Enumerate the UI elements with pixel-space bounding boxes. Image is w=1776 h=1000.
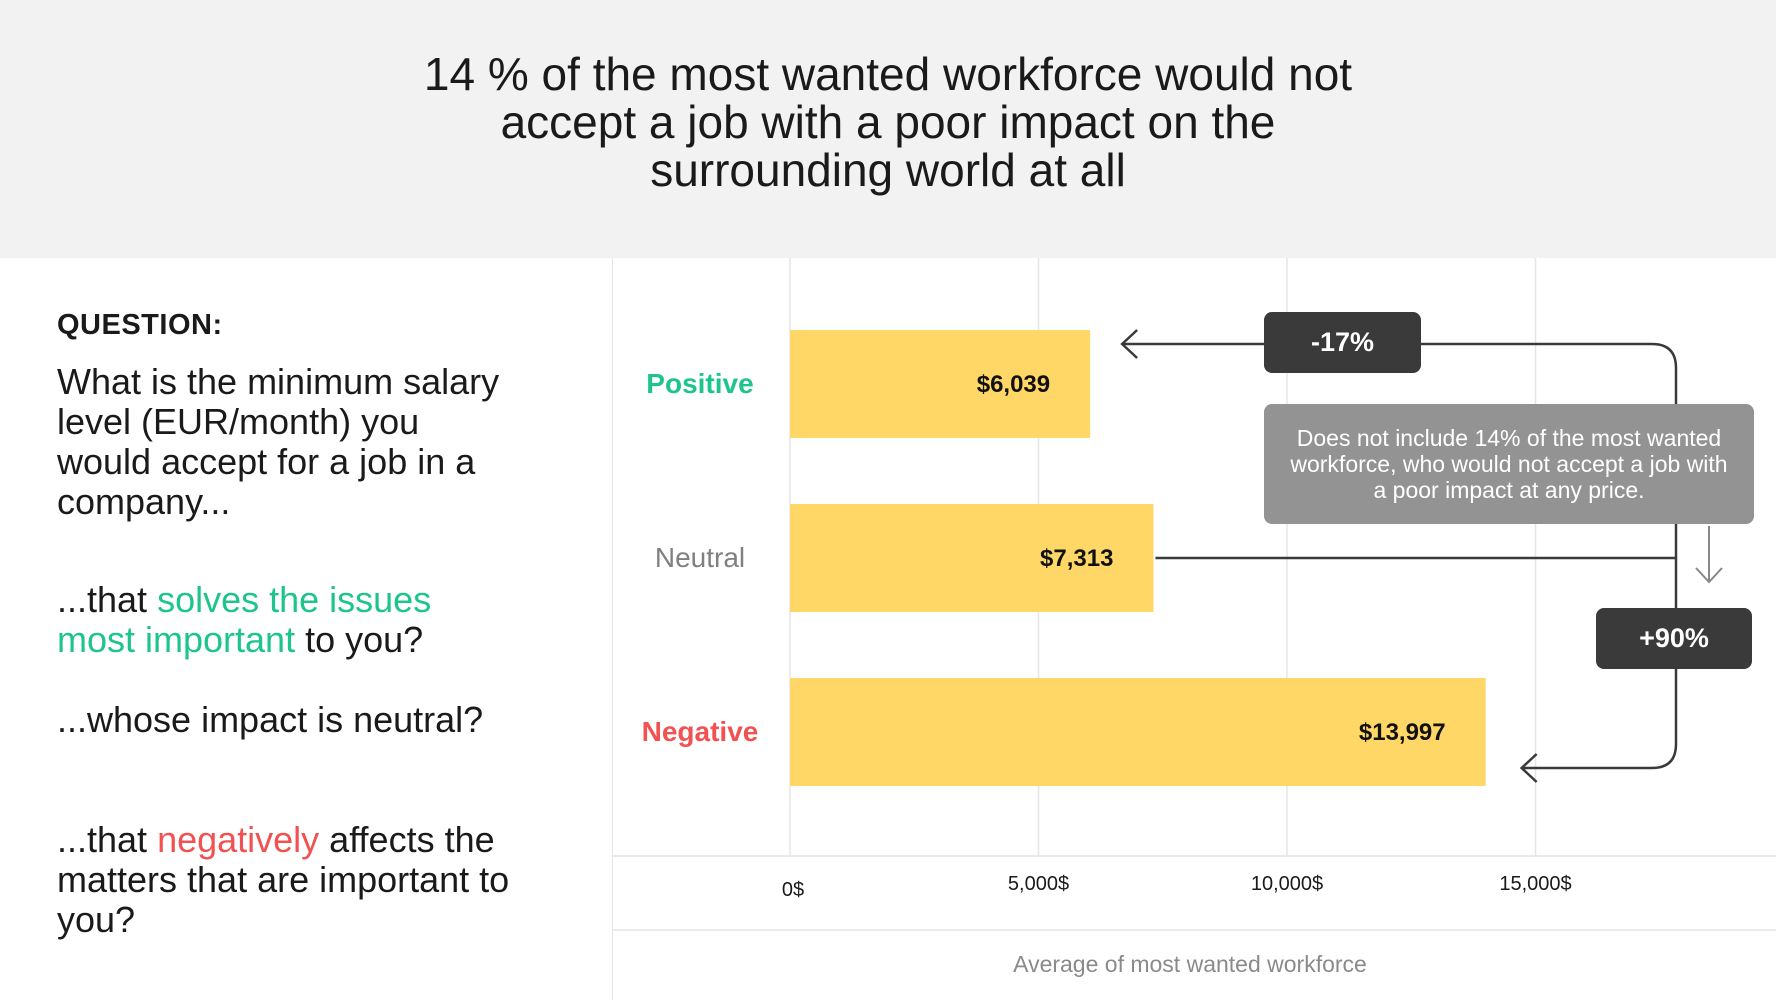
connector-to-negative <box>1521 558 1678 770</box>
option-neutral: ...whose impact is neutral? <box>57 700 517 740</box>
panel-divider <box>612 258 613 1000</box>
tick-label-2: 10,000$ <box>1251 873 1323 895</box>
note-arrow-head <box>1695 567 1723 584</box>
option-negative: ...that negatively affects the matters t… <box>57 820 517 940</box>
question-text: What is the minimum salary level (EUR/mo… <box>57 361 500 522</box>
header-band: 14 % of the most wanted workforce would … <box>0 0 1776 258</box>
option-positive-pre: ...that <box>57 579 158 620</box>
bar-negative <box>790 678 1486 786</box>
value-label-positive: $6,039 <box>977 371 1050 398</box>
x-axis-title: Average of most wanted workforce <box>1013 951 1367 977</box>
option-neutral-pre: ...whose impact is neutral? <box>57 699 484 740</box>
increase-badge: +90% <box>1596 608 1752 669</box>
arrowhead-positive <box>1120 329 1138 359</box>
option-positive: ...that solves the issues most important… <box>57 580 517 660</box>
option-negative-pre: ...that <box>57 819 158 860</box>
value-label-negative: $13,997 <box>1359 719 1446 746</box>
bar-positive <box>790 330 1091 438</box>
option-negative-highlight: negatively <box>157 819 320 860</box>
tick-label-0: 0$ <box>782 879 804 901</box>
question-label: QUESTION: <box>57 309 223 341</box>
page-title: 14 % of the most wanted workforce would … <box>423 48 1353 196</box>
category-label-negative: Negative <box>642 716 759 747</box>
tick-label-3: 15,000$ <box>1499 873 1571 895</box>
option-positive-post: to you? <box>295 619 424 660</box>
category-label-positive: Positive <box>646 368 753 399</box>
connector-to-positive <box>1122 342 1678 558</box>
value-label-neutral: $7,313 <box>1040 545 1113 572</box>
option-negative-post: affects the matters that are important t… <box>57 819 510 940</box>
bar-neutral <box>790 504 1154 612</box>
exclusion-note: Does not include 14% of the most wanted … <box>1264 404 1754 524</box>
option-positive-highlight: solves the issues most important <box>57 579 432 660</box>
tick-label-1: 5,000$ <box>1008 873 1069 895</box>
decrease-badge: -17% <box>1264 312 1421 373</box>
arrowhead-negative <box>1519 753 1538 783</box>
category-label-neutral: Neutral <box>655 542 745 573</box>
